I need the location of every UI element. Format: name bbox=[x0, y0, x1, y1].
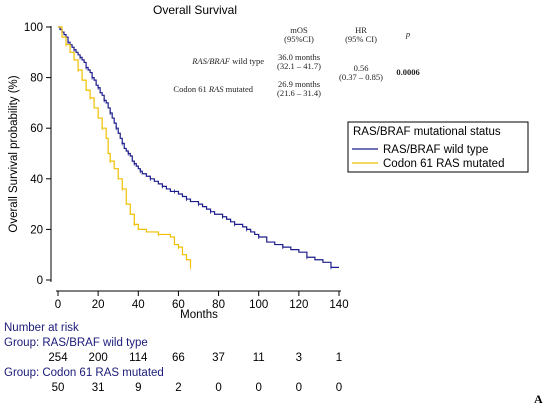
risk-count: 2 bbox=[175, 382, 182, 394]
risk-count: 114 bbox=[129, 352, 148, 364]
y-tick-label: 40 bbox=[30, 174, 43, 186]
legend-label-codon61: Codon 61 RAS mutated bbox=[383, 158, 504, 170]
header-hr: HR bbox=[355, 25, 367, 35]
risk-count: 11 bbox=[252, 352, 265, 364]
survival-curves bbox=[58, 26, 339, 270]
x-tick-label: 140 bbox=[329, 299, 348, 311]
row1-ci: (32.1 – 41.7) bbox=[277, 61, 321, 71]
row1-mos: 36.0 months bbox=[278, 52, 320, 62]
row2-label: Codon 61 RAS mutated bbox=[173, 84, 253, 94]
risk-count: 66 bbox=[172, 352, 185, 364]
hr-value: 0.56 bbox=[354, 63, 369, 73]
x-tick-label: 40 bbox=[132, 299, 145, 311]
header-mos: mOS bbox=[290, 25, 308, 35]
risk-count: 50 bbox=[51, 382, 65, 394]
row1-label-italic: RAS/BRAF bbox=[191, 56, 231, 66]
p-value: 0.0006 bbox=[396, 67, 419, 77]
risk-count: 0 bbox=[215, 382, 222, 394]
risk-count: 0 bbox=[255, 382, 262, 394]
row2-label-post: mutated bbox=[223, 84, 253, 94]
header-hr-ci: (95% CI) bbox=[345, 34, 377, 44]
row2-label-pre: Codon 61 bbox=[173, 84, 208, 94]
stats-annotation: mOS (95%CI) HR (95% CI) p RAS/BRAF wild … bbox=[173, 25, 419, 98]
row1-label: RAS/BRAF wild type bbox=[191, 56, 264, 66]
x-tick-label: 80 bbox=[212, 299, 225, 311]
y-tick-label: 60 bbox=[30, 123, 43, 135]
risk-group-label-codon61: Group: Codon 61 RAS mutated bbox=[4, 367, 164, 379]
risk-count: 0 bbox=[295, 382, 303, 394]
row1-label-rest: wild type bbox=[230, 56, 264, 66]
y-tick-label: 20 bbox=[30, 224, 43, 236]
row2-mos: 26.9 months bbox=[278, 79, 320, 89]
y-axis-label: Overall Survival probability (%) bbox=[8, 75, 20, 232]
header-p: p bbox=[405, 29, 410, 39]
x-ticks: 0 20 40 60 80 100 120 140 bbox=[55, 291, 349, 311]
panel-letter: A bbox=[534, 392, 543, 406]
risk-count: 3 bbox=[295, 352, 303, 364]
chart-title: Overall Survival bbox=[153, 3, 237, 17]
legend-label-wild-type: RAS/BRAF wild type bbox=[383, 144, 488, 156]
risk-group-label-wild-type: Group: RAS/BRAF wild type bbox=[4, 337, 148, 349]
row2-ci: (21.6 – 31.4) bbox=[277, 88, 321, 98]
row2-label-italic: RAS bbox=[208, 84, 224, 94]
y-tick-label: 0 bbox=[37, 275, 43, 287]
risk-count: 0 bbox=[335, 382, 343, 394]
legend: RAS/BRAF mutational status RAS/BRAF wild… bbox=[347, 121, 529, 173]
header-mos-ci: (95%CI) bbox=[284, 34, 314, 44]
y-ticks: 0 20 40 60 80 100 bbox=[24, 22, 51, 287]
hr-ci: (0.37 – 0.85) bbox=[339, 72, 383, 82]
risk-count: 200 bbox=[88, 352, 108, 364]
risk-count: 31 bbox=[91, 382, 105, 394]
risk-count: 1 bbox=[335, 352, 343, 364]
risk-count: 37 bbox=[212, 352, 225, 364]
legend-box bbox=[347, 121, 529, 173]
y-tick-label: 100 bbox=[24, 22, 43, 34]
risk-table-heading: Number at risk bbox=[4, 322, 79, 334]
legend-title: RAS/BRAF mutational status bbox=[353, 126, 501, 138]
x-tick-label: 120 bbox=[289, 299, 308, 311]
x-tick-label: 0 bbox=[55, 299, 61, 311]
risk-count: 254 bbox=[48, 352, 68, 364]
x-tick-label: 60 bbox=[172, 299, 185, 311]
x-tick-label: 100 bbox=[249, 299, 268, 311]
x-tick-label: 20 bbox=[92, 299, 105, 311]
risk-count: 9 bbox=[135, 382, 142, 394]
y-tick-label: 80 bbox=[30, 73, 43, 85]
curve-codon61 bbox=[58, 26, 192, 268]
curve-wild-type bbox=[58, 26, 339, 268]
x-axis-label: Months bbox=[180, 309, 218, 321]
